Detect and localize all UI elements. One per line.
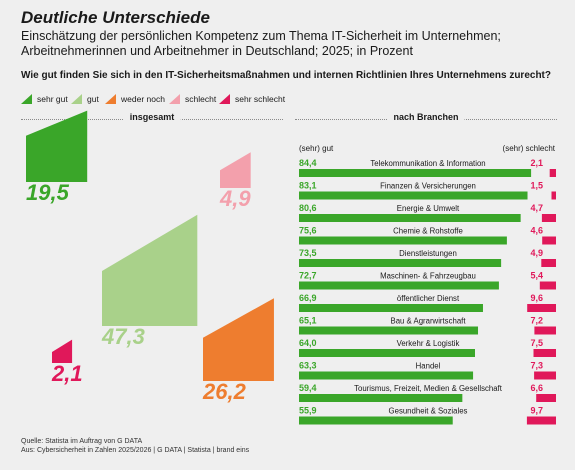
source-line: Quelle: Statista im Auftrag von G DATA <box>21 438 143 445</box>
triangle-gut <box>102 214 198 326</box>
value-label-bad: 5,4 <box>530 271 543 281</box>
bar-good <box>299 371 474 380</box>
value-label-good: 65,1 <box>299 316 317 326</box>
bar-good <box>299 394 463 402</box>
value-label-weder-noch: 26,2 <box>203 379 246 404</box>
bar-bad <box>539 281 556 290</box>
value-label-good: 59,4 <box>299 383 317 393</box>
triangle-weder-noch <box>203 298 274 381</box>
value-label-gut: 47,3 <box>102 324 145 349</box>
category-label: Maschinen- & Fahrzeugbau <box>380 272 476 281</box>
value-label-bad: 7,5 <box>530 338 543 348</box>
publication-line: Aus: Cybersicherheit in Zahlen 2025/2026… <box>21 447 250 454</box>
value-label-bad: 4,6 <box>530 226 543 236</box>
triangle-sehr-schlecht <box>52 339 73 363</box>
category-label: Dienstleistungen <box>399 249 457 258</box>
value-label-bad: 1,5 <box>530 181 543 191</box>
bar-bad <box>527 304 556 312</box>
value-label-good: 73,5 <box>299 248 317 258</box>
value-label-good: 80,6 <box>299 203 317 213</box>
value-label-good: 84,4 <box>299 158 317 168</box>
legend-item-gut: gut <box>71 92 99 106</box>
value-label-good: 63,3 <box>299 361 317 371</box>
left-column-header: (sehr) gut <box>299 144 334 153</box>
bar-bad <box>536 394 556 402</box>
legend-swatch <box>71 94 82 104</box>
triangle-sehr-gut <box>26 110 88 182</box>
bar-good <box>299 236 507 245</box>
value-label-good: 55,9 <box>299 406 317 416</box>
section-header-left: insgesamt <box>21 111 283 127</box>
right-column-header: (sehr) schlecht <box>503 144 556 153</box>
bar-bad <box>534 371 556 380</box>
bar-bad <box>534 326 556 335</box>
value-label-bad: 7,3 <box>530 361 543 371</box>
triangle-schlecht <box>220 152 251 188</box>
bar-good <box>299 214 521 222</box>
category-label: Chemie & Rohstoffe <box>393 227 463 236</box>
value-label-bad: 4,9 <box>530 248 543 258</box>
value-label-bad: 2,1 <box>530 158 543 168</box>
legend-item-sehr-schlecht: sehr schlecht <box>219 92 285 106</box>
legend-swatch <box>105 94 116 104</box>
bar-good <box>299 169 532 177</box>
value-label-sehr-schlecht: 2,1 <box>52 361 83 386</box>
survey-question: Wie gut finden Sie sich in den IT-Sicher… <box>21 70 551 81</box>
category-label: Telekommunikation & Information <box>370 159 485 168</box>
chart-title: Deutliche Unterschiede <box>21 8 210 27</box>
legend-label: weder noch <box>121 94 165 104</box>
value-label-bad: 9,7 <box>530 406 543 416</box>
bar-bad <box>541 259 556 267</box>
value-label-good: 66,9 <box>299 293 317 303</box>
value-label-bad: 7,2 <box>530 316 543 326</box>
legend-label: schlecht <box>185 94 217 104</box>
value-label-good: 64,0 <box>299 338 317 348</box>
category-label: Finanzen & Versicherungen <box>380 182 476 191</box>
value-label-bad: 4,7 <box>530 203 543 213</box>
bar-good <box>299 259 502 267</box>
legend-label: sehr schlecht <box>235 94 286 104</box>
overall-triangle-chart <box>26 110 274 381</box>
category-label: Gesundheit & Soziales <box>389 407 468 416</box>
section-label: nach Branchen <box>387 112 465 122</box>
value-label-good: 72,7 <box>299 271 317 281</box>
bar-bad <box>551 191 556 200</box>
legend-item-sehr-gut: sehr gut <box>21 92 68 106</box>
chart-subtitle: Einschätzung der persönlichen Kompetenz … <box>21 29 501 58</box>
legend-label: gut <box>87 94 99 104</box>
bar-good <box>299 416 453 425</box>
category-label: öffentlicher Dienst <box>397 294 460 303</box>
category-label: Bau & Agrarwirtschaft <box>391 317 467 326</box>
legend-item-weder-noch: weder noch <box>105 92 165 106</box>
bar-good <box>299 304 483 312</box>
legend-swatch <box>219 94 230 104</box>
bar-bad <box>541 214 556 222</box>
value-label-bad: 9,6 <box>530 293 543 303</box>
bar-bad <box>542 236 556 245</box>
section-label: insgesamt <box>123 112 181 122</box>
bar-good <box>299 349 475 357</box>
legend-swatch <box>169 94 180 104</box>
category-label: Tourismus, Freizeit, Medien & Gesellscha… <box>354 384 503 393</box>
value-label-bad: 6,6 <box>530 383 543 393</box>
bar-good <box>299 281 499 290</box>
value-label-good: 75,6 <box>299 226 317 236</box>
bar-good <box>299 326 479 335</box>
legend-item-schlecht: schlecht <box>169 92 216 106</box>
bar-bad <box>526 416 556 425</box>
value-label-schlecht: 4,9 <box>220 186 251 211</box>
bar-bad <box>533 349 556 357</box>
category-label: Verkehr & Logistik <box>397 339 460 348</box>
legend-label: sehr gut <box>37 94 68 104</box>
source-note: Quelle: Statista im Auftrag von G DATA A… <box>21 437 249 455</box>
category-label: Energie & Umwelt <box>397 204 460 213</box>
value-label-good: 83,1 <box>299 181 317 191</box>
bar-bad <box>549 169 556 177</box>
category-label: Handel <box>416 362 441 371</box>
value-label-sehr-gut: 19,5 <box>26 180 69 205</box>
legend-swatch <box>21 94 32 104</box>
bar-good <box>299 191 528 200</box>
section-header-right: nach Branchen <box>295 111 557 127</box>
